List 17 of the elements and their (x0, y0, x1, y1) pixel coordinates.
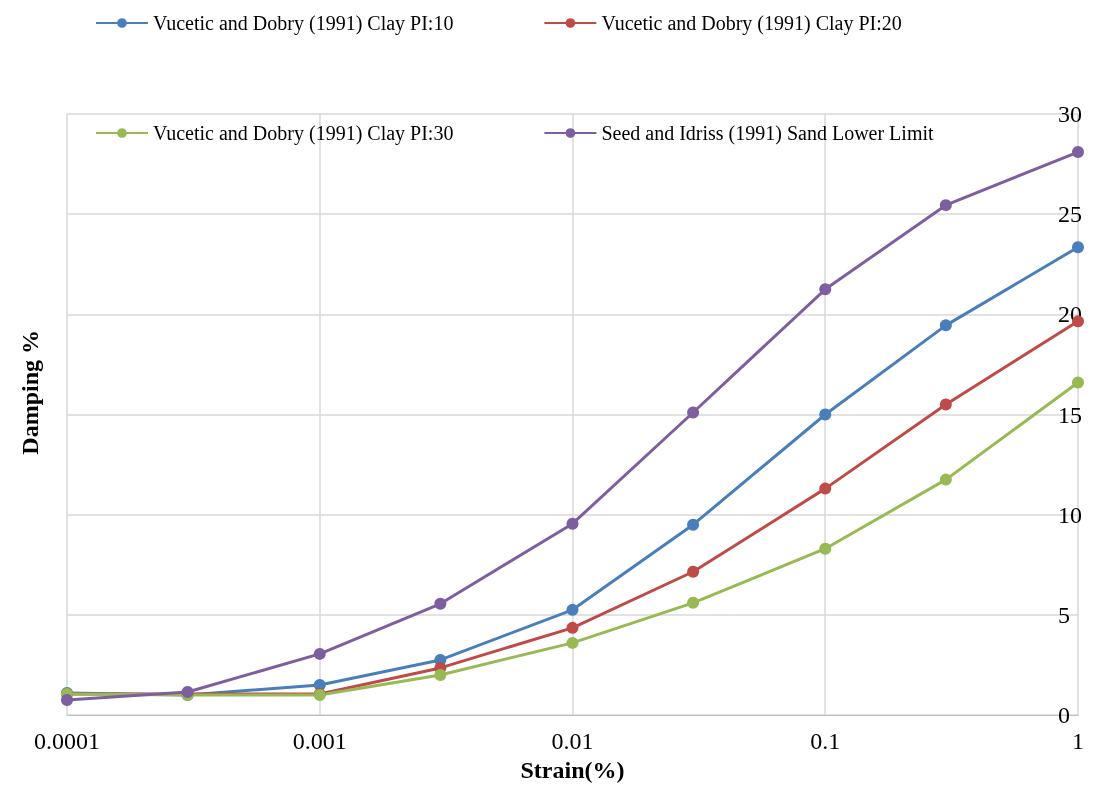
y-tick-label: 15 (1058, 401, 1082, 428)
y-tick-label: 30 (1058, 101, 1082, 127)
x-tick-label: 0.1 (810, 728, 841, 754)
x-tick-label: 0.01 (551, 728, 594, 754)
legend-label: Vucetic and Dobry (1991) Clay PI:30 (153, 122, 454, 145)
y-axis-title: Damping % (17, 330, 43, 455)
x-tick-label: 0.001 (292, 728, 347, 754)
y-tick-label: 0 (1058, 702, 1070, 728)
y-tick-label: 25 (1058, 201, 1082, 228)
y-tick-label: 5 (1058, 601, 1070, 628)
legend-label: Vucetic and Dobry (1991) Clay PI:10 (153, 12, 454, 35)
x-tick-label: 1 (1072, 728, 1084, 754)
x-axis-title: Strain(%) (520, 756, 625, 783)
x-tick-label: 0.0001 (34, 728, 100, 754)
legend-label: Vucetic and Dobry (1991) Clay PI:20 (601, 12, 902, 35)
legend-label: Seed and Idriss (1991) Sand Lower Limit (601, 122, 934, 145)
y-tick-label: 10 (1058, 501, 1082, 528)
